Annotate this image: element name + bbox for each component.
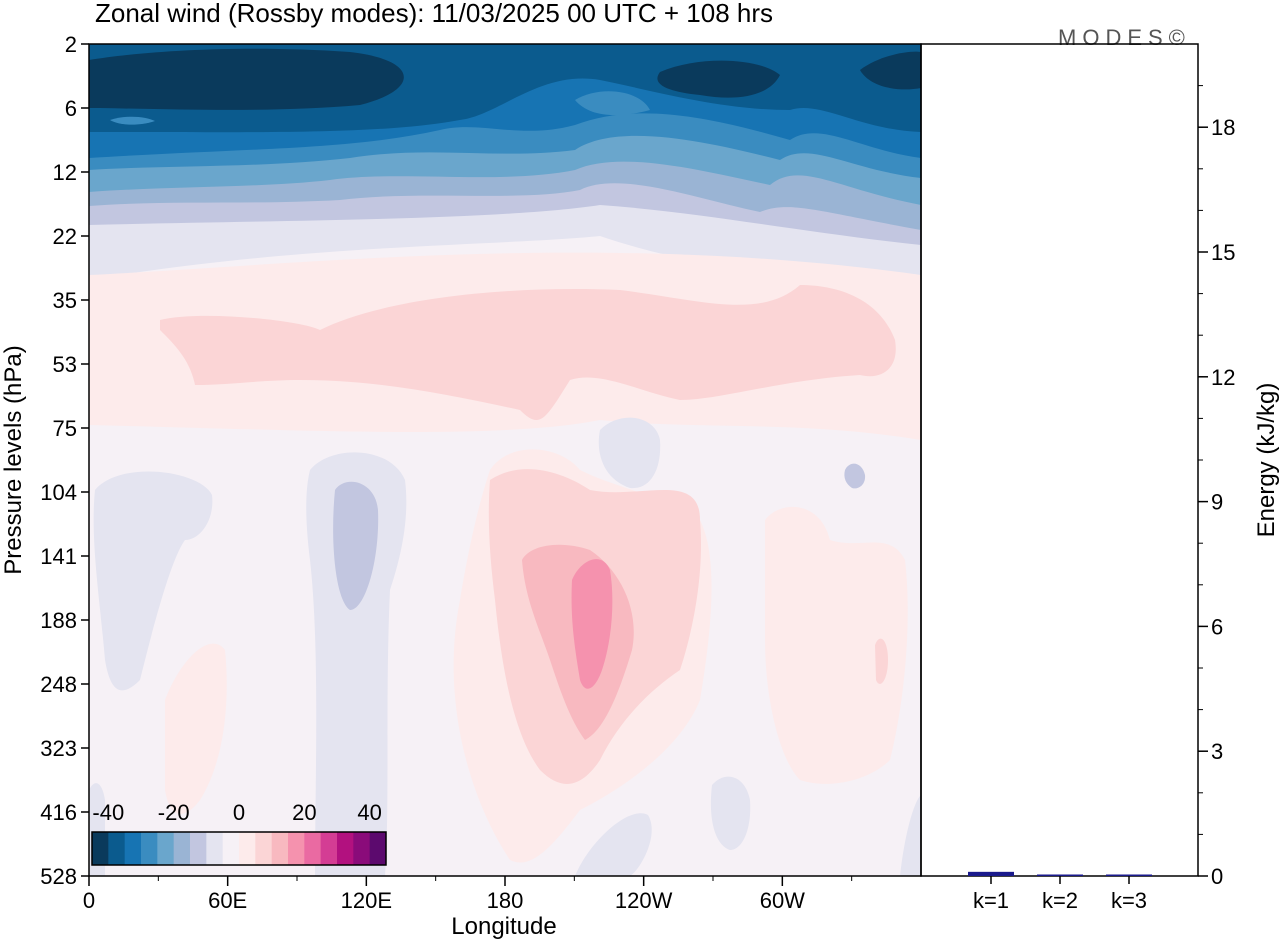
x-tick-label: 60W: [760, 888, 805, 913]
energy-bars: k=1 k=2 k=3: [968, 871, 1152, 913]
y-tick-label: 12: [53, 160, 77, 185]
blob-2: [575, 91, 650, 116]
y-axis: 2 6 12 22 35 53 75 104 141 188 248 323 416 528: [40, 32, 89, 889]
y-tick-label: 6: [65, 96, 77, 121]
jet-west: [165, 643, 227, 814]
colorbar-swatch: [124, 832, 142, 865]
energy-tick-label: 9: [1211, 490, 1223, 515]
y-tick-label: 141: [40, 544, 77, 569]
patch-b: [306, 452, 407, 876]
blob-1: [110, 116, 155, 125]
colorbar-swatch: [369, 832, 387, 865]
energy-category-label: k=2: [1042, 888, 1078, 913]
colorbar-swatch: [108, 832, 126, 865]
energy-bar: [1037, 874, 1083, 876]
x-tick-label: 120W: [615, 888, 673, 913]
patch-c: [598, 417, 661, 489]
y-tick-label: 22: [53, 224, 77, 249]
x-axis-title: Longitude: [451, 913, 556, 940]
x-axis: 0 60E 120E 180 120W 60W: [83, 876, 853, 913]
patch-e: [575, 813, 652, 876]
patch-g: [844, 463, 866, 489]
colorbar-swatch: [320, 832, 338, 865]
patch-f: [900, 795, 921, 876]
colorbar-tick-label: 40: [357, 800, 381, 825]
westerly-core: [160, 285, 896, 420]
y-tick-label: 416: [40, 800, 77, 825]
patch-a: [93, 471, 213, 691]
colorbar-swatch: [206, 832, 224, 865]
colorbar: -40 -20 0 20 40: [91, 800, 387, 866]
y-tick-label: 104: [40, 480, 77, 505]
colorbar-swatch: [337, 832, 354, 865]
jet-core: [571, 559, 613, 689]
colorbar-swatch: [157, 832, 175, 865]
energy-tick-label: 15: [1211, 240, 1235, 265]
energy-tick-label: 18: [1211, 115, 1235, 140]
chart-title: Zonal wind (Rossby modes): 11/03/2025 00…: [95, 0, 773, 28]
colorbar-swatch: [190, 832, 207, 865]
colorbar-swatch: [288, 832, 305, 865]
colorbar-swatch: [353, 832, 371, 865]
brand-logo: MODES©: [1058, 25, 1191, 50]
y-axis-title: Pressure levels (hPa): [0, 345, 27, 574]
energy-bar: [968, 871, 1014, 876]
colorbar-swatch: [173, 832, 191, 865]
core-west: [89, 48, 404, 110]
colorbar-tick-label: -20: [158, 800, 190, 825]
colorbar-swatch: [92, 832, 109, 865]
colorbar-swatch: [239, 832, 256, 865]
colorbar-swatch: [222, 832, 240, 865]
energy-tick-label: 12: [1211, 365, 1235, 390]
energy-frame: [920, 43, 1199, 877]
core-east: [860, 51, 921, 90]
energy-category-label: k=3: [1111, 888, 1147, 913]
core-central: [657, 60, 780, 98]
energy-tick-label: 3: [1211, 739, 1223, 764]
y-tick-label: 248: [40, 672, 77, 697]
colorbar-tick-label: 0: [233, 800, 245, 825]
y-tick-label: 35: [53, 288, 77, 313]
x-tick-label: 60E: [208, 888, 247, 913]
energy-tick-label: 6: [1211, 614, 1223, 639]
jet-east: [765, 506, 908, 784]
y-tick-label: 75: [53, 416, 77, 441]
energy-tick-label: 0: [1211, 864, 1223, 889]
colorbar-tick-label: -40: [92, 800, 124, 825]
colorbar-swatch: [304, 832, 322, 865]
x-tick-label: 0: [83, 888, 95, 913]
energy-bar: [1106, 874, 1152, 876]
energy-category-label: k=1: [973, 888, 1009, 913]
energy-axis-title: Energy (kJ/kg): [1253, 383, 1280, 538]
colorbar-frame: [91, 831, 387, 866]
colorbar-swatch: [255, 832, 273, 865]
x-tick-label: 120E: [341, 888, 392, 913]
energy-axis: 0 3 6 9 12 15 18: [1198, 85, 1235, 889]
y-tick-label: 53: [53, 352, 77, 377]
y-tick-label: 188: [40, 608, 77, 633]
x-tick-label: 180: [487, 888, 524, 913]
patch-d: [710, 776, 751, 850]
heatmap-field: [89, 44, 921, 876]
colorbar-swatch: [271, 832, 289, 865]
colorbar-tick-label: 20: [292, 800, 316, 825]
y-tick-label: 528: [40, 864, 77, 889]
jet-east-core: [875, 638, 888, 684]
colorbar-swatch: [141, 832, 158, 865]
y-tick-label: 2: [65, 32, 77, 57]
patch-b-core: [333, 481, 379, 610]
y-tick-label: 323: [40, 736, 77, 761]
